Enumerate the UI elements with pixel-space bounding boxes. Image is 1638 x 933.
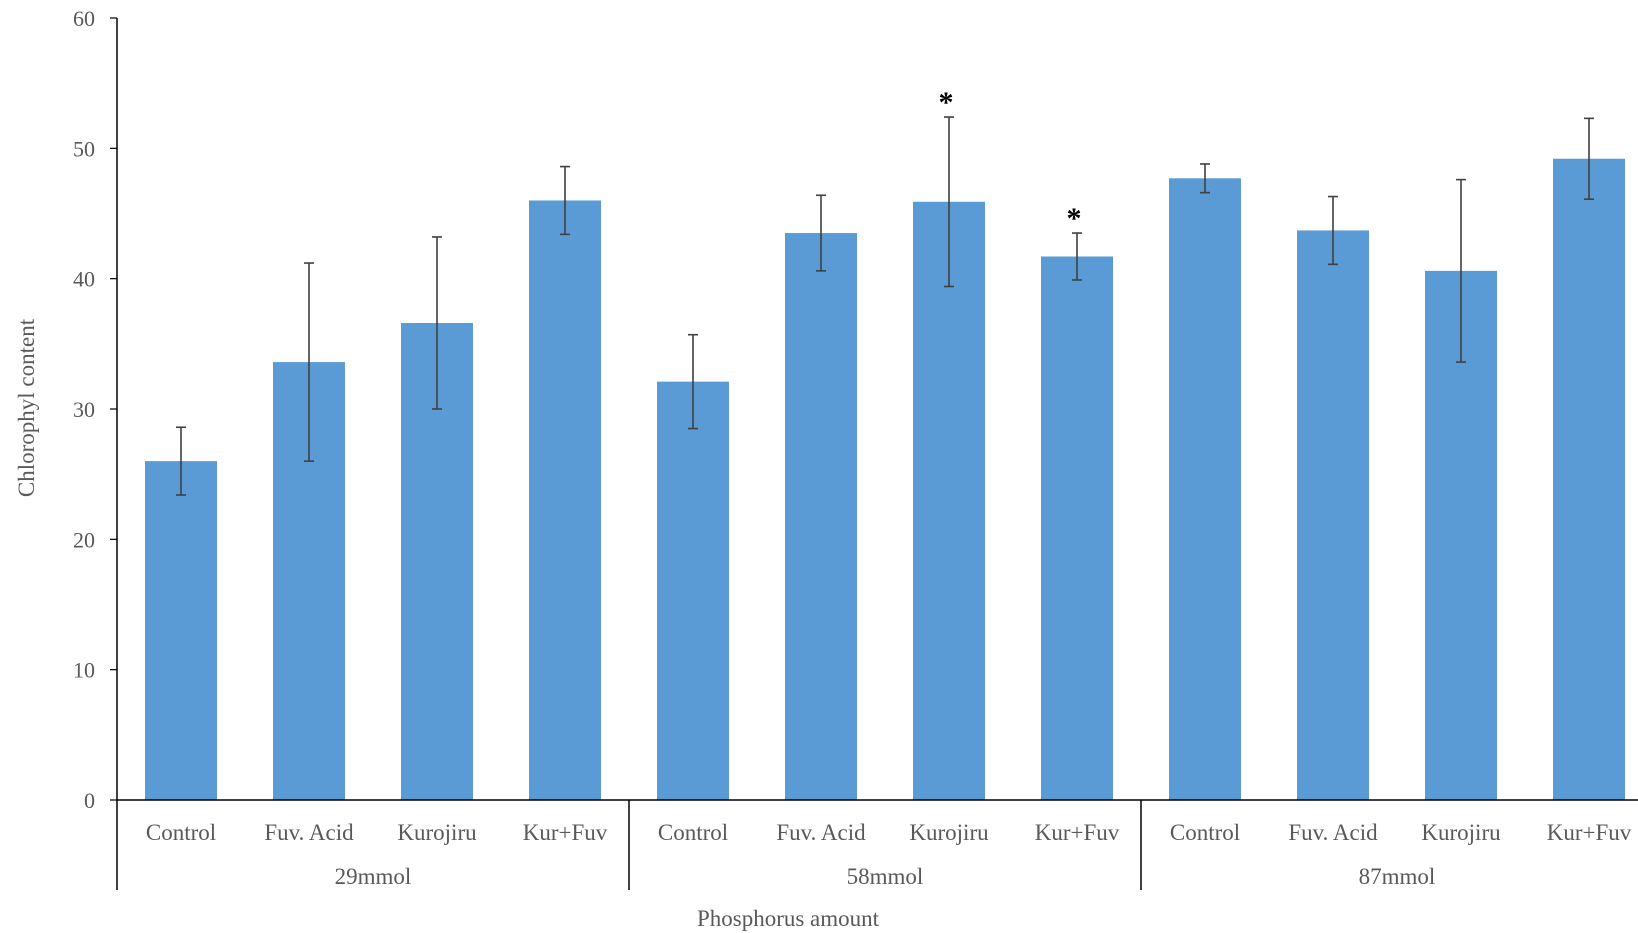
category-label: Kurojiru [1421, 820, 1501, 845]
bar [1041, 256, 1113, 800]
category-label: Control [1170, 820, 1240, 845]
bar [913, 201, 985, 800]
y-tick-label: 30 [73, 397, 95, 422]
category-label: Kur+Fuv [523, 820, 608, 845]
group-label: 58mmol [847, 864, 924, 889]
significance-marker: * [939, 86, 954, 119]
bar [1553, 158, 1625, 800]
category-label: Kurojiru [909, 820, 989, 845]
category-label: Fuv. Acid [264, 820, 354, 845]
category-label: Kur+Fuv [1035, 820, 1120, 845]
category-label: Control [146, 820, 216, 845]
x-axis-title: Phosphorus amount [697, 906, 880, 931]
x-axis: Control Fuv. Acid Kurojiru Kur+Fuv 29mmol Con… [116, 799, 1638, 890]
y-tick-label: 50 [73, 136, 95, 161]
y-axis: 0 10 20 30 40 50 60 [73, 6, 118, 813]
y-tick-label: 40 [73, 267, 95, 292]
y-tick-label: 20 [73, 527, 95, 552]
category-label: Kur+Fuv [1547, 820, 1632, 845]
y-tick-label: 60 [73, 6, 95, 31]
y-tick-label: 10 [73, 658, 95, 683]
bar [785, 233, 857, 801]
category-label: Fuv. Acid [1288, 820, 1378, 845]
bars: ** [145, 86, 1625, 801]
group-label: 87mmol [1359, 864, 1436, 889]
y-tick-label: 0 [84, 788, 95, 813]
bar [1169, 178, 1241, 800]
bar [1297, 230, 1369, 800]
bar [145, 461, 217, 800]
category-label: Kurojiru [397, 820, 477, 845]
bar [657, 381, 729, 800]
group-label: 29mmol [335, 864, 412, 889]
category-label: Control [658, 820, 728, 845]
significance-marker: * [1067, 202, 1082, 235]
y-axis-title: Chlorophyl content [14, 318, 39, 497]
bar [529, 200, 601, 800]
category-label: Fuv. Acid [776, 820, 866, 845]
